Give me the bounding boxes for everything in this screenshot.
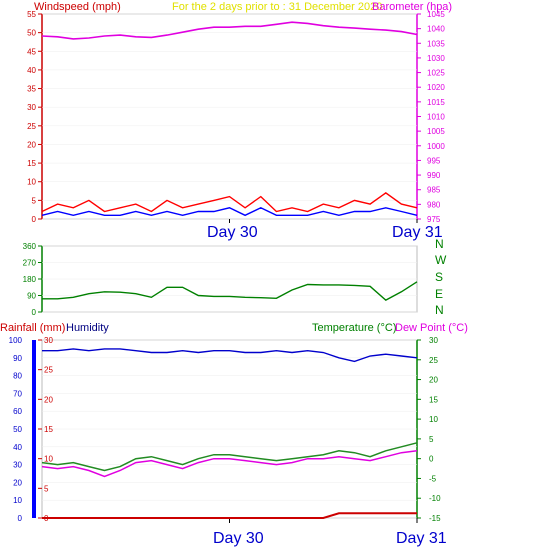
tick-label-temp-10: 10 [429, 415, 438, 424]
tick-label-temp-0: 0 [429, 455, 434, 464]
tick-label-barometer-985: 985 [427, 186, 441, 195]
tick-label-windspeed-20: 20 [27, 140, 36, 149]
tick-label-rain-10: 10 [44, 455, 53, 464]
tick-label-windspeed-55: 55 [27, 10, 36, 19]
tick-label-windspeed-10: 10 [27, 178, 36, 187]
tick-label-barometer-980: 980 [427, 200, 441, 209]
series-humidity-line [42, 348, 418, 363]
tick-label-humidity-90: 90 [13, 354, 22, 363]
windspeed-axis-label: Windspeed (mph) [34, 1, 121, 13]
tick-label-rain-15: 15 [44, 425, 53, 434]
series-windspeed-line [41, 192, 418, 213]
tick-label-temp-15: 15 [429, 395, 438, 404]
tick-label-temp-20: 20 [429, 376, 438, 385]
series-winddir-line [42, 281, 418, 301]
dir-label-w: W [435, 253, 447, 267]
tick-label-winddir-0: 0 [32, 308, 37, 317]
tick-label-barometer-1005: 1005 [427, 127, 445, 136]
tick-labels: 0510152025303540455055975980985990995100… [9, 10, 446, 523]
dir-label-n-top: N [435, 237, 444, 251]
series-barometer-line [41, 21, 418, 40]
tick-label-windspeed-0: 0 [32, 215, 37, 224]
tick-label-winddir-360: 360 [23, 242, 37, 251]
dir-label-s: S [435, 270, 443, 284]
wind-baro-plot-area [41, 13, 418, 220]
dewpoint-axis-label: Dew Point (°C) [395, 322, 468, 334]
gridlines [38, 13, 421, 523]
dir-label-e: E [435, 287, 443, 301]
series-dewpoint-line [41, 450, 418, 478]
tick-label-barometer-1040: 1040 [427, 25, 445, 34]
tick-label-windspeed-25: 25 [27, 122, 36, 131]
temperature-axis-label: Temperature (°C) [312, 322, 396, 334]
tick-label-temp--15: -15 [429, 514, 441, 523]
tick-label-humidity-60: 60 [13, 407, 22, 416]
series-rainfall-line [42, 512, 417, 519]
day-label-bottom-1: Day 30 [213, 530, 264, 547]
tick-label-windspeed-30: 30 [27, 103, 36, 112]
day-label-top-1: Day 30 [207, 224, 258, 241]
tick-label-barometer-1035: 1035 [427, 39, 445, 48]
series-temperature-line [41, 442, 418, 472]
tick-label-humidity-80: 80 [13, 372, 22, 381]
tick-label-humidity-20: 20 [13, 478, 22, 487]
tick-label-humidity-70: 70 [13, 389, 22, 398]
tick-label-barometer-1020: 1020 [427, 83, 445, 92]
tick-label-windspeed-50: 50 [27, 29, 36, 38]
tick-label-winddir-180: 180 [23, 275, 37, 284]
tick-label-windspeed-15: 15 [27, 159, 36, 168]
tick-label-barometer-995: 995 [427, 156, 441, 165]
tick-label-rain-5: 5 [44, 484, 49, 493]
series-windavg-line [41, 207, 418, 217]
tick-label-humidity-100: 100 [9, 336, 23, 345]
tick-label-winddir-90: 90 [27, 292, 36, 301]
day-label-bottom-2: Day 31 [396, 530, 447, 547]
tick-label-humidity-50: 50 [13, 425, 22, 434]
tick-label-windspeed-45: 45 [27, 47, 36, 56]
tick-label-barometer-1025: 1025 [427, 69, 445, 78]
tick-label-rain-20: 20 [44, 395, 53, 404]
humidity-axis-label: Humidity [66, 322, 109, 334]
tick-label-winddir-270: 270 [23, 259, 37, 268]
tick-label-temp--10: -10 [429, 494, 441, 503]
chart-period-title: For the 2 days prior to : 31 December 20… [172, 1, 382, 13]
tick-label-temp-25: 25 [429, 356, 438, 365]
tick-label-humidity-30: 30 [13, 461, 22, 470]
tick-label-temp-5: 5 [429, 435, 434, 444]
barometer-axis-label: Barometer (hpa) [372, 1, 452, 13]
tick-label-barometer-990: 990 [427, 171, 441, 180]
tick-label-windspeed-40: 40 [27, 66, 36, 75]
tick-label-windspeed-35: 35 [27, 85, 36, 94]
tick-label-windspeed-5: 5 [32, 196, 37, 205]
tick-label-humidity-40: 40 [13, 443, 22, 452]
tick-label-rain-25: 25 [44, 366, 53, 375]
tick-label-barometer-1000: 1000 [427, 142, 445, 151]
rainfall-axis-label: Rainfall (mm) [0, 322, 65, 334]
dir-label-n-bottom: N [435, 303, 444, 317]
tick-label-barometer-1030: 1030 [427, 54, 445, 63]
tick-label-barometer-1015: 1015 [427, 98, 445, 107]
tick-label-temp-30: 30 [429, 336, 438, 345]
tick-label-barometer-1045: 1045 [427, 10, 445, 19]
day-label-top-2: Day 31 [392, 224, 443, 241]
tick-label-humidity-0: 0 [18, 514, 23, 523]
tick-label-temp--5: -5 [429, 474, 437, 483]
tick-label-humidity-10: 10 [13, 496, 22, 505]
tick-label-barometer-975: 975 [427, 215, 441, 224]
tick-label-barometer-1010: 1010 [427, 113, 445, 122]
data-series [41, 21, 418, 519]
tick-label-rain-30: 30 [44, 336, 53, 345]
